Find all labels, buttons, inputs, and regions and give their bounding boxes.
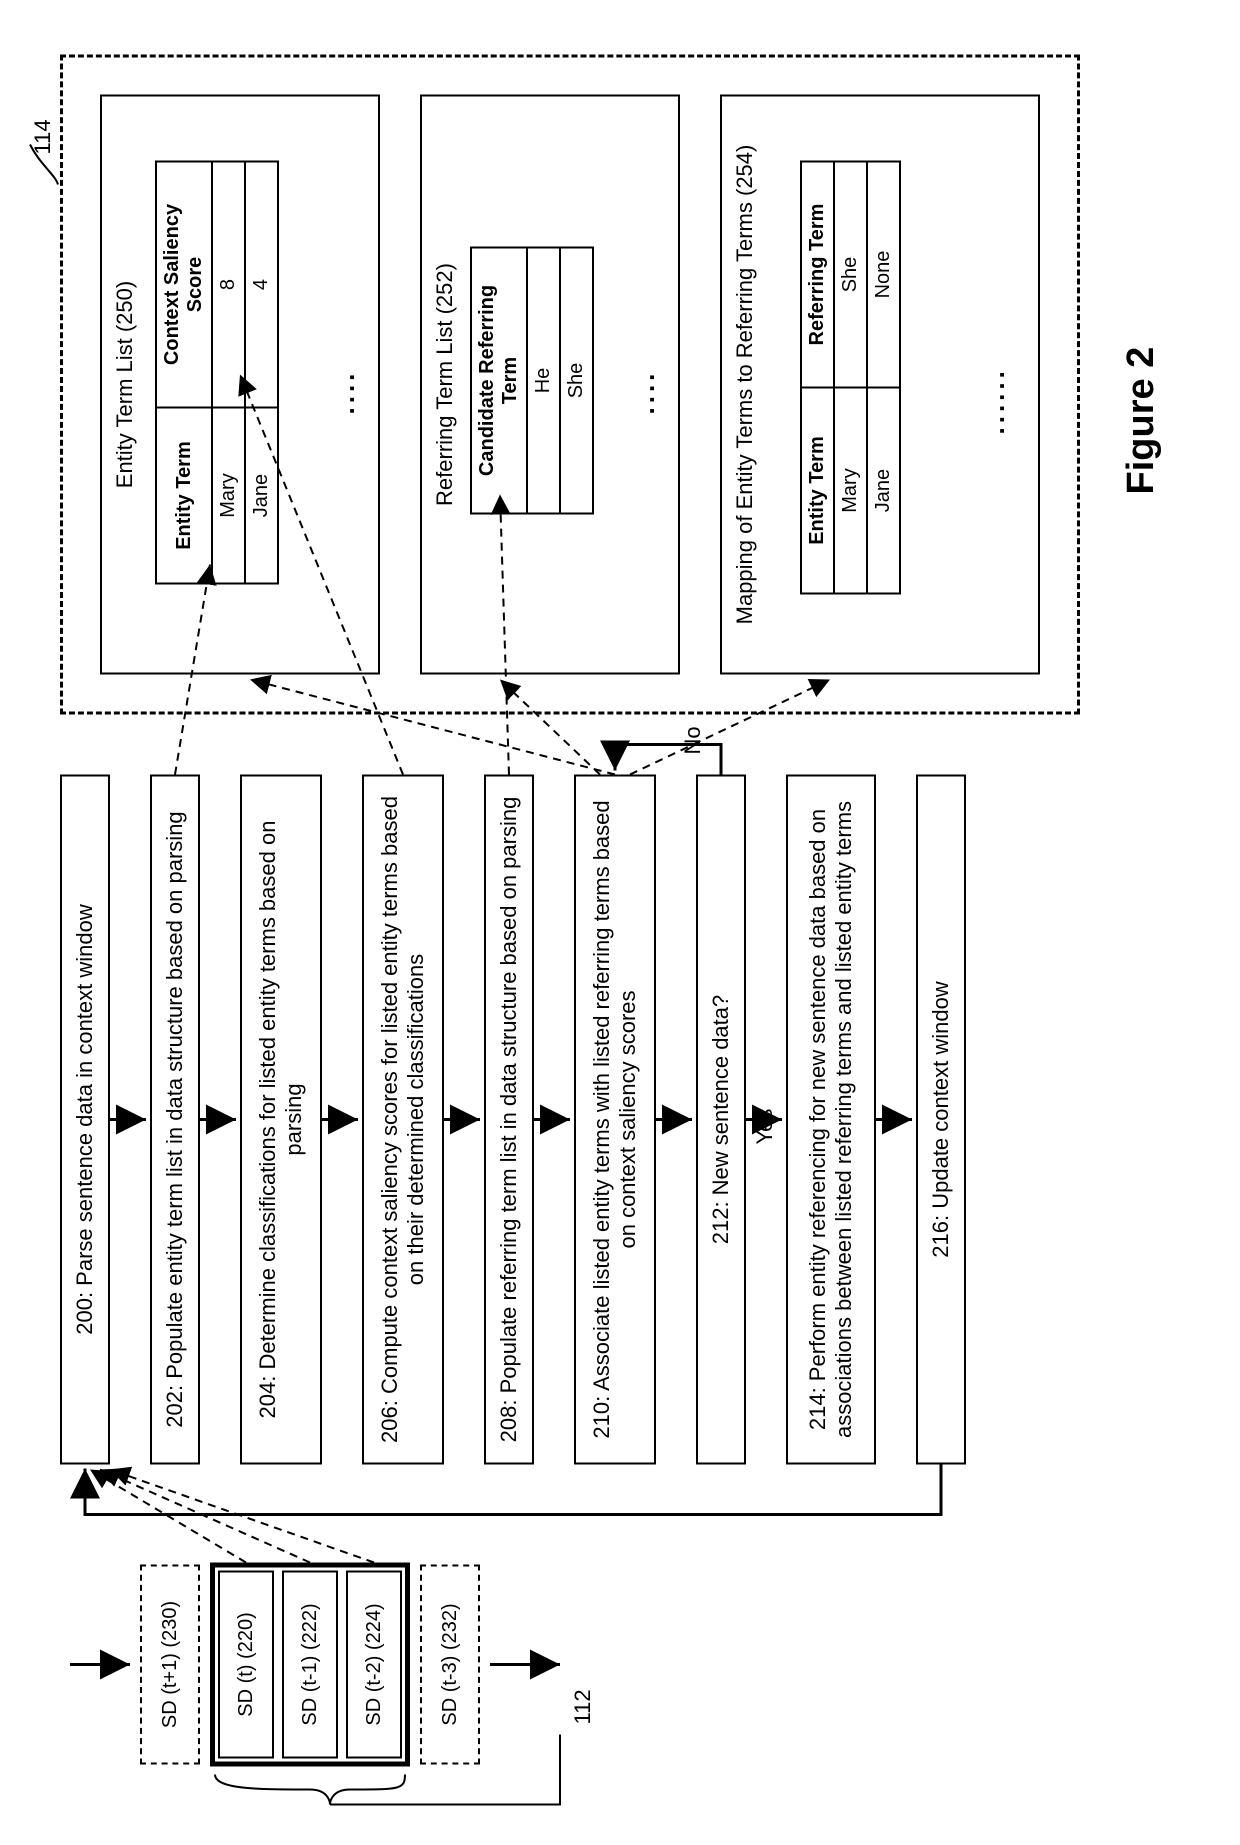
sd-label: SD (t-3) (232) — [439, 1603, 462, 1725]
td: She — [560, 248, 593, 514]
td: 8 — [212, 162, 245, 408]
ref-112: 112 — [570, 1689, 596, 1724]
step-210: 210: Associate listed entity terms with … — [574, 775, 656, 1465]
td: He — [527, 248, 560, 514]
step-206: 206: Compute context saliency scores for… — [362, 775, 444, 1465]
sd-t-minus-1: SD (t-1) (222) — [282, 1571, 338, 1759]
sd-label: SD (t-2) (224) — [363, 1603, 386, 1725]
dots: .... — [330, 370, 361, 415]
step-202: 202: Populate entity term list in data s… — [150, 775, 200, 1465]
td: Mary — [212, 408, 245, 584]
sd-label: SD (t+1) (230) — [159, 1601, 182, 1728]
rotated-layout: SD (t+1) (230) SD (t) (220) SD (t-1) (22… — [0, 0, 1240, 1845]
dots-long: ...... — [980, 367, 1011, 434]
sd-t: SD (t) (220) — [218, 1571, 274, 1759]
entity-list-title: Entity Term List (250) — [112, 107, 138, 663]
th-candidate: Candidate Referring Term — [471, 248, 527, 514]
th-score: Context Saliency Score — [156, 162, 212, 408]
step-208: 208: Populate referring term list in dat… — [484, 775, 534, 1465]
sd-label: SD (t-1) (222) — [299, 1603, 322, 1725]
figure-label: Figure 2 — [1120, 347, 1163, 495]
no-label: No — [680, 726, 706, 754]
step-200: 200: Parse sentence data in context wind… — [60, 775, 110, 1465]
mapping-table: Entity TermReferring Term MaryShe JaneNo… — [800, 161, 901, 595]
mapping-title: Mapping of Entity Terms to Referring Ter… — [732, 107, 758, 663]
referring-list-title: Referring Term List (252) — [432, 107, 458, 663]
step-204: 204: Determine classifications for liste… — [240, 775, 322, 1465]
step-214: 214: Perform entity referencing for new … — [786, 775, 876, 1465]
td: Mary — [834, 388, 867, 594]
dots: .... — [630, 370, 661, 415]
td: Jane — [867, 388, 900, 594]
yes-label: Yes — [752, 1109, 778, 1145]
step-212: 212: New sentence data? — [696, 775, 746, 1465]
page-root: SD (t+1) (230) SD (t) (220) SD (t-1) (22… — [0, 0, 1240, 1845]
td: 4 — [245, 162, 278, 408]
step-216: 216: Update context window — [916, 775, 966, 1465]
td: Jane — [245, 408, 278, 584]
ref-114: 114 — [30, 119, 56, 154]
sd-label: SD (t) (220) — [235, 1612, 258, 1716]
th-entity: Entity Term — [801, 388, 834, 594]
referring-term-table: Candidate Referring Term He She — [470, 247, 594, 515]
td: None — [867, 162, 900, 388]
sd-t-minus-2: SD (t-2) (224) — [346, 1571, 402, 1759]
th-entity: Entity Term — [156, 408, 212, 584]
td: She — [834, 162, 867, 388]
sd-t-minus-3: SD (t-3) (232) — [420, 1565, 480, 1765]
th-ref: Referring Term — [801, 162, 834, 388]
entity-term-table: Entity TermContext Saliency Score Mary8 … — [155, 161, 279, 585]
sd-t-plus-1: SD (t+1) (230) — [140, 1565, 200, 1765]
